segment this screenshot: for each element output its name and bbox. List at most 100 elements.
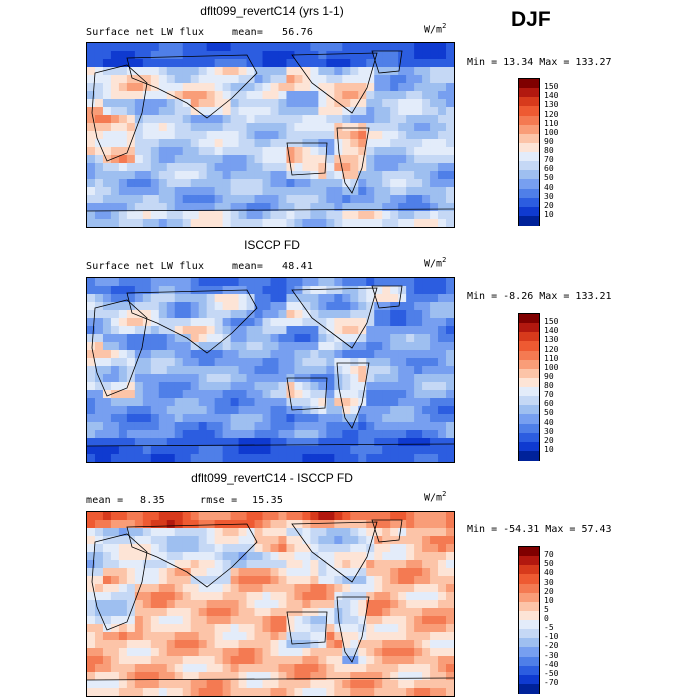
field-cell — [358, 155, 367, 164]
field-cell — [190, 560, 200, 569]
field-cell — [222, 326, 232, 335]
field-cell — [222, 211, 232, 220]
field-cell — [270, 664, 280, 673]
field-cell — [198, 350, 208, 359]
field-cell — [238, 584, 248, 593]
field-cell — [310, 99, 319, 108]
field-cell — [87, 83, 96, 92]
field-cell — [126, 179, 136, 188]
field-cell — [422, 294, 431, 303]
field-cell — [350, 211, 359, 220]
field-cell — [422, 584, 431, 593]
field-cell — [422, 592, 431, 601]
field-cell — [342, 648, 351, 657]
field-cell — [350, 139, 359, 148]
field-cell — [198, 374, 208, 383]
coastline — [286, 611, 328, 645]
field-cell — [270, 294, 280, 303]
field-cell — [422, 67, 431, 76]
field-cell — [278, 624, 288, 633]
field-cell — [158, 91, 168, 100]
field-cell — [326, 616, 335, 625]
field-cell — [94, 568, 104, 577]
field-cell — [270, 310, 280, 319]
field-cell — [110, 672, 120, 681]
field-cell — [166, 568, 176, 577]
field-cell — [358, 107, 367, 116]
field-cell — [126, 310, 136, 319]
field-cell — [246, 382, 256, 391]
field-cell — [318, 664, 327, 673]
field-cell — [422, 640, 431, 649]
field-cell — [446, 592, 454, 601]
field-cell — [190, 656, 200, 665]
field-cell — [94, 318, 104, 327]
field-cell — [310, 278, 319, 287]
field-cell — [190, 390, 200, 399]
field-cell — [310, 155, 319, 164]
field-cell — [198, 520, 208, 529]
field-cell — [342, 688, 351, 696]
field-cell — [166, 536, 176, 545]
field-cell — [334, 302, 343, 311]
field-cell — [414, 414, 423, 423]
field-cell — [222, 576, 232, 585]
field-cell — [142, 43, 152, 52]
field-cell — [350, 51, 359, 60]
field-cell — [206, 99, 216, 108]
field-cell — [166, 294, 176, 303]
field-cell — [318, 568, 327, 577]
field-cell — [382, 123, 391, 132]
field-cell — [350, 664, 359, 673]
field-cell — [398, 592, 407, 601]
field-cell — [318, 520, 327, 529]
field-cell — [438, 203, 447, 212]
field-cell — [126, 75, 136, 84]
field-cell — [262, 203, 272, 212]
field-cell — [214, 115, 224, 124]
field-cell — [150, 147, 160, 156]
field-cell — [334, 632, 343, 641]
field-cell — [254, 592, 264, 601]
field-cell — [350, 43, 359, 52]
field-cell — [198, 179, 208, 188]
field-cell — [150, 358, 160, 367]
field-cell — [278, 584, 288, 593]
field-cell — [262, 131, 272, 140]
field-cell — [390, 131, 399, 140]
field-cell — [294, 568, 304, 577]
field-cell — [238, 382, 248, 391]
field-cell — [198, 664, 208, 673]
field-cell — [110, 83, 120, 92]
field-cell — [414, 179, 423, 188]
field-cell — [294, 219, 304, 227]
field-cell — [214, 374, 224, 383]
field-cell — [358, 398, 367, 407]
field-cell — [438, 688, 447, 696]
field-cell — [102, 430, 112, 439]
field-cell — [430, 195, 439, 204]
coastline — [87, 208, 454, 212]
field-cell — [270, 43, 280, 52]
field-cell — [446, 131, 454, 140]
field-cell — [150, 155, 160, 164]
field-cell — [430, 294, 439, 303]
field-cell — [222, 366, 232, 375]
field-cell — [390, 294, 399, 303]
field-cell — [406, 155, 415, 164]
field-cell — [182, 616, 192, 625]
field-cell — [302, 560, 311, 569]
field-cell — [326, 302, 335, 311]
field-cell — [238, 195, 248, 204]
field-cell — [414, 67, 423, 76]
coastline — [91, 533, 148, 631]
coastline — [286, 377, 328, 411]
colorbar-tick-label: -50 — [544, 668, 559, 678]
field-cell — [87, 75, 96, 84]
field-cell — [126, 406, 136, 415]
field-cell — [374, 584, 383, 593]
field-cell — [350, 59, 359, 68]
field-cell — [390, 560, 399, 569]
field-cell — [278, 552, 288, 561]
field-cell — [174, 600, 184, 609]
